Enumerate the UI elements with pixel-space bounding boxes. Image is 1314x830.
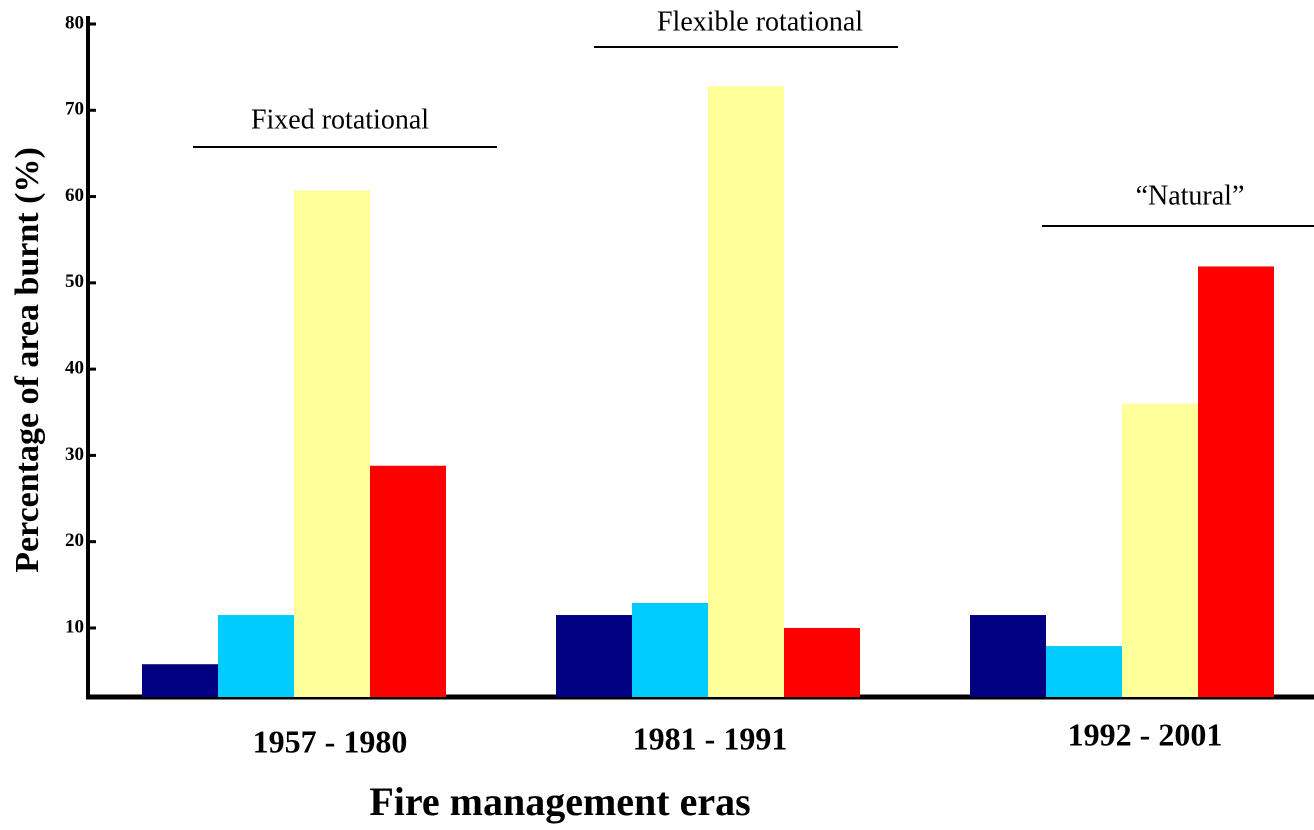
x-tick-label: 1957 - 1980 xyxy=(253,723,408,759)
bar xyxy=(1046,646,1122,697)
y-axis-title: Percentage of area burnt (%) xyxy=(9,147,46,573)
x-tick-label: 1992 - 2001 xyxy=(1068,716,1223,752)
bar xyxy=(294,190,370,697)
y-tick-label: 10 xyxy=(65,616,84,637)
y-tick-label: 30 xyxy=(65,444,84,465)
y-tick-label: 70 xyxy=(65,99,84,120)
y-tick-label: 20 xyxy=(65,530,84,551)
bar xyxy=(370,465,446,697)
annotation: Fixed rotational xyxy=(251,104,429,135)
annotation: “Natural” xyxy=(1136,180,1245,211)
annotation: Flexible rotational xyxy=(657,6,863,37)
bar xyxy=(708,86,784,698)
bar xyxy=(784,627,860,697)
bar xyxy=(142,664,218,697)
y-tick-label: 40 xyxy=(65,357,84,378)
y-tick-label: 50 xyxy=(65,271,84,292)
bar xyxy=(556,615,632,697)
x-tick-label: 1981 - 1991 xyxy=(633,720,788,756)
bar xyxy=(970,615,1046,697)
y-tick-label: 80 xyxy=(65,12,84,33)
bar xyxy=(1122,403,1198,697)
bar xyxy=(218,615,294,697)
y-tick-label: 60 xyxy=(65,185,84,206)
bar xyxy=(1198,266,1274,697)
x-axis-title: Fire management eras xyxy=(369,779,750,824)
bar xyxy=(632,602,708,697)
